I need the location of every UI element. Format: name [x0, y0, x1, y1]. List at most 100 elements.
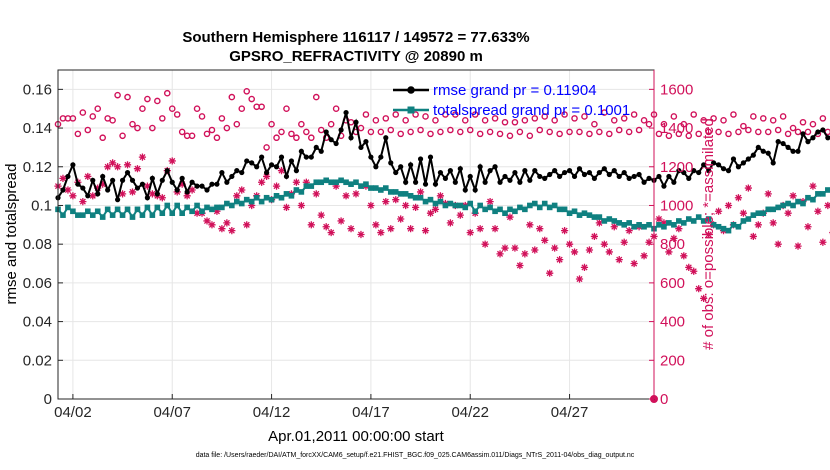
rmse-point [452, 179, 458, 185]
obs-assimilated-point [168, 157, 176, 165]
spread-point [556, 206, 563, 213]
obs-possible-point [278, 128, 285, 136]
spread-point [397, 191, 404, 197]
rmse-point [502, 173, 508, 180]
rmse-point [601, 166, 607, 172]
obs-possible-point [109, 117, 116, 124]
obs-assimilated-point [491, 225, 499, 233]
obs-assimilated-point [114, 163, 122, 171]
obs-possible-point [561, 111, 568, 118]
spread-point [60, 212, 66, 218]
obs-possible-point [372, 117, 380, 124]
obs-assimilated-point [590, 232, 598, 241]
obs-assimilated-point [754, 221, 762, 229]
spread-point [333, 179, 339, 186]
spread-point [541, 200, 548, 207]
spread-point [383, 185, 389, 191]
grid-lines [58, 70, 654, 400]
rmse-point [750, 152, 756, 158]
obs-assimilated-point [685, 263, 693, 271]
spread-point [611, 218, 618, 224]
spread-point [422, 198, 429, 205]
rmse-point [244, 158, 250, 164]
rmse-point [328, 137, 334, 143]
obs-possible-point [377, 128, 385, 136]
obs-possible-point [730, 111, 737, 118]
rmse-point [124, 169, 131, 176]
obs-assimilated-point [397, 215, 405, 223]
rmse-point [318, 148, 324, 154]
obs-possible-point [258, 103, 265, 111]
rmse-point [686, 175, 692, 181]
rmse-point [492, 164, 498, 170]
rmse-point [65, 173, 71, 180]
spread-point [164, 202, 171, 209]
obs-possible-point [506, 132, 514, 140]
obs-assimilated-point [734, 194, 743, 202]
rmse-point [368, 154, 374, 160]
spread-point [725, 227, 732, 234]
spread-point [258, 198, 265, 205]
spread-point [273, 192, 280, 199]
spread-point [775, 204, 781, 211]
obs-possible-point [536, 126, 544, 134]
spread-point [407, 192, 414, 199]
obs-assimilated-point [208, 221, 216, 229]
obs-assimilated-point [243, 221, 251, 229]
spread-point [512, 208, 518, 215]
spread-point [671, 222, 677, 228]
spread-point [566, 210, 573, 217]
spread-point [199, 208, 205, 215]
spread-point [353, 179, 359, 186]
rmse-point [591, 175, 598, 181]
rmse-point [621, 169, 627, 176]
obs-possible-point [720, 117, 727, 124]
spread-point [755, 210, 762, 217]
rmse-point [60, 187, 66, 193]
obs-assimilated-point [506, 213, 514, 221]
spread-point [695, 214, 702, 220]
rmse-point [388, 160, 394, 166]
spread-point [248, 198, 255, 205]
rmse-point [795, 148, 801, 154]
obs-possible-point [208, 126, 216, 134]
obs-assimilated-point [605, 248, 613, 256]
obs-possible-point [79, 109, 87, 116]
rmse-point [487, 168, 493, 174]
obs-assimilated-point [680, 252, 688, 260]
rmse-point [735, 164, 742, 170]
spread-point [189, 208, 195, 215]
obs-assimilated-point [620, 238, 628, 246]
obs-possible-point [94, 105, 102, 113]
rmse-point [259, 154, 265, 160]
obs-assimilated-point [774, 240, 782, 248]
spread-point [700, 218, 707, 224]
obs-assimilated-point [436, 192, 445, 200]
spread-point [710, 222, 717, 228]
spread-point [730, 222, 737, 228]
spread-point [328, 179, 334, 186]
obs-possible-point [307, 134, 315, 142]
rmse-point [75, 181, 81, 187]
obs-assimilated-point [248, 201, 256, 210]
obs-possible-point [581, 113, 588, 120]
spread-point [363, 181, 369, 187]
obs-possible-point [471, 111, 479, 118]
y-left-axis: 0 0.02 0.04 0.06 0.08 0.1 0.12 0.14 0.16 [23, 81, 63, 408]
obs-possible-point [466, 126, 474, 134]
rmse-point [184, 189, 190, 195]
obs-possible-point [799, 118, 807, 126]
rmse-point [760, 148, 766, 154]
obs-assimilated-point [565, 240, 574, 248]
obs-possible-point [486, 128, 494, 136]
spread-point [348, 181, 354, 187]
y-left-tick-label: 0.06 [23, 275, 52, 292]
rmse-point [422, 181, 429, 187]
spread-point [467, 200, 474, 207]
obs-possible-point [213, 134, 221, 142]
y-right-tick-label: 600 [660, 275, 685, 292]
rmse-point [725, 168, 732, 174]
obs-possible-point [496, 130, 504, 138]
obs-possible-point [735, 128, 742, 136]
obs-assimilated-point [263, 172, 271, 181]
